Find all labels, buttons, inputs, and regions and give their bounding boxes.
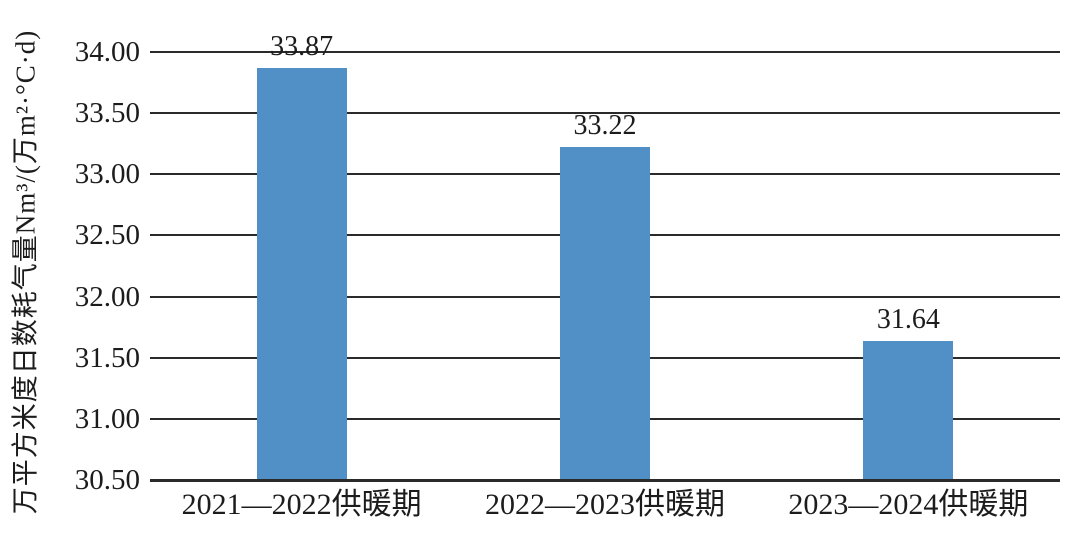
gridline — [150, 112, 1060, 115]
y-tick-label: 33.00 — [74, 158, 140, 191]
x-axis-baseline — [150, 479, 1060, 482]
bar-value-label: 33.87 — [270, 30, 334, 62]
y-tick-label: 33.50 — [74, 97, 140, 130]
y-axis-title-box: 万平方米度日数耗气量Nm³/(万m²·°C·d) — [0, 0, 46, 543]
y-tick-label: 34.00 — [74, 36, 140, 68]
x-category-label: 2022—2023供暖期 — [485, 488, 725, 521]
y-tick-label: 31.00 — [74, 402, 140, 435]
bar-value-label: 33.22 — [573, 110, 637, 142]
bar-value-label: 31.64 — [876, 303, 940, 335]
x-category-label: 2023—2024供暖期 — [788, 488, 1029, 521]
bar — [863, 340, 954, 480]
y-tick-label: 31.50 — [74, 341, 140, 374]
bar — [560, 147, 650, 480]
y-tick-label: 32.00 — [74, 280, 140, 313]
y-tick-label: 30.50 — [74, 464, 140, 496]
x-category-label: 2021—2022供暖期 — [181, 488, 422, 521]
gridline — [150, 51, 1060, 53]
y-tick-label: 32.50 — [74, 219, 140, 252]
bar — [256, 67, 347, 480]
